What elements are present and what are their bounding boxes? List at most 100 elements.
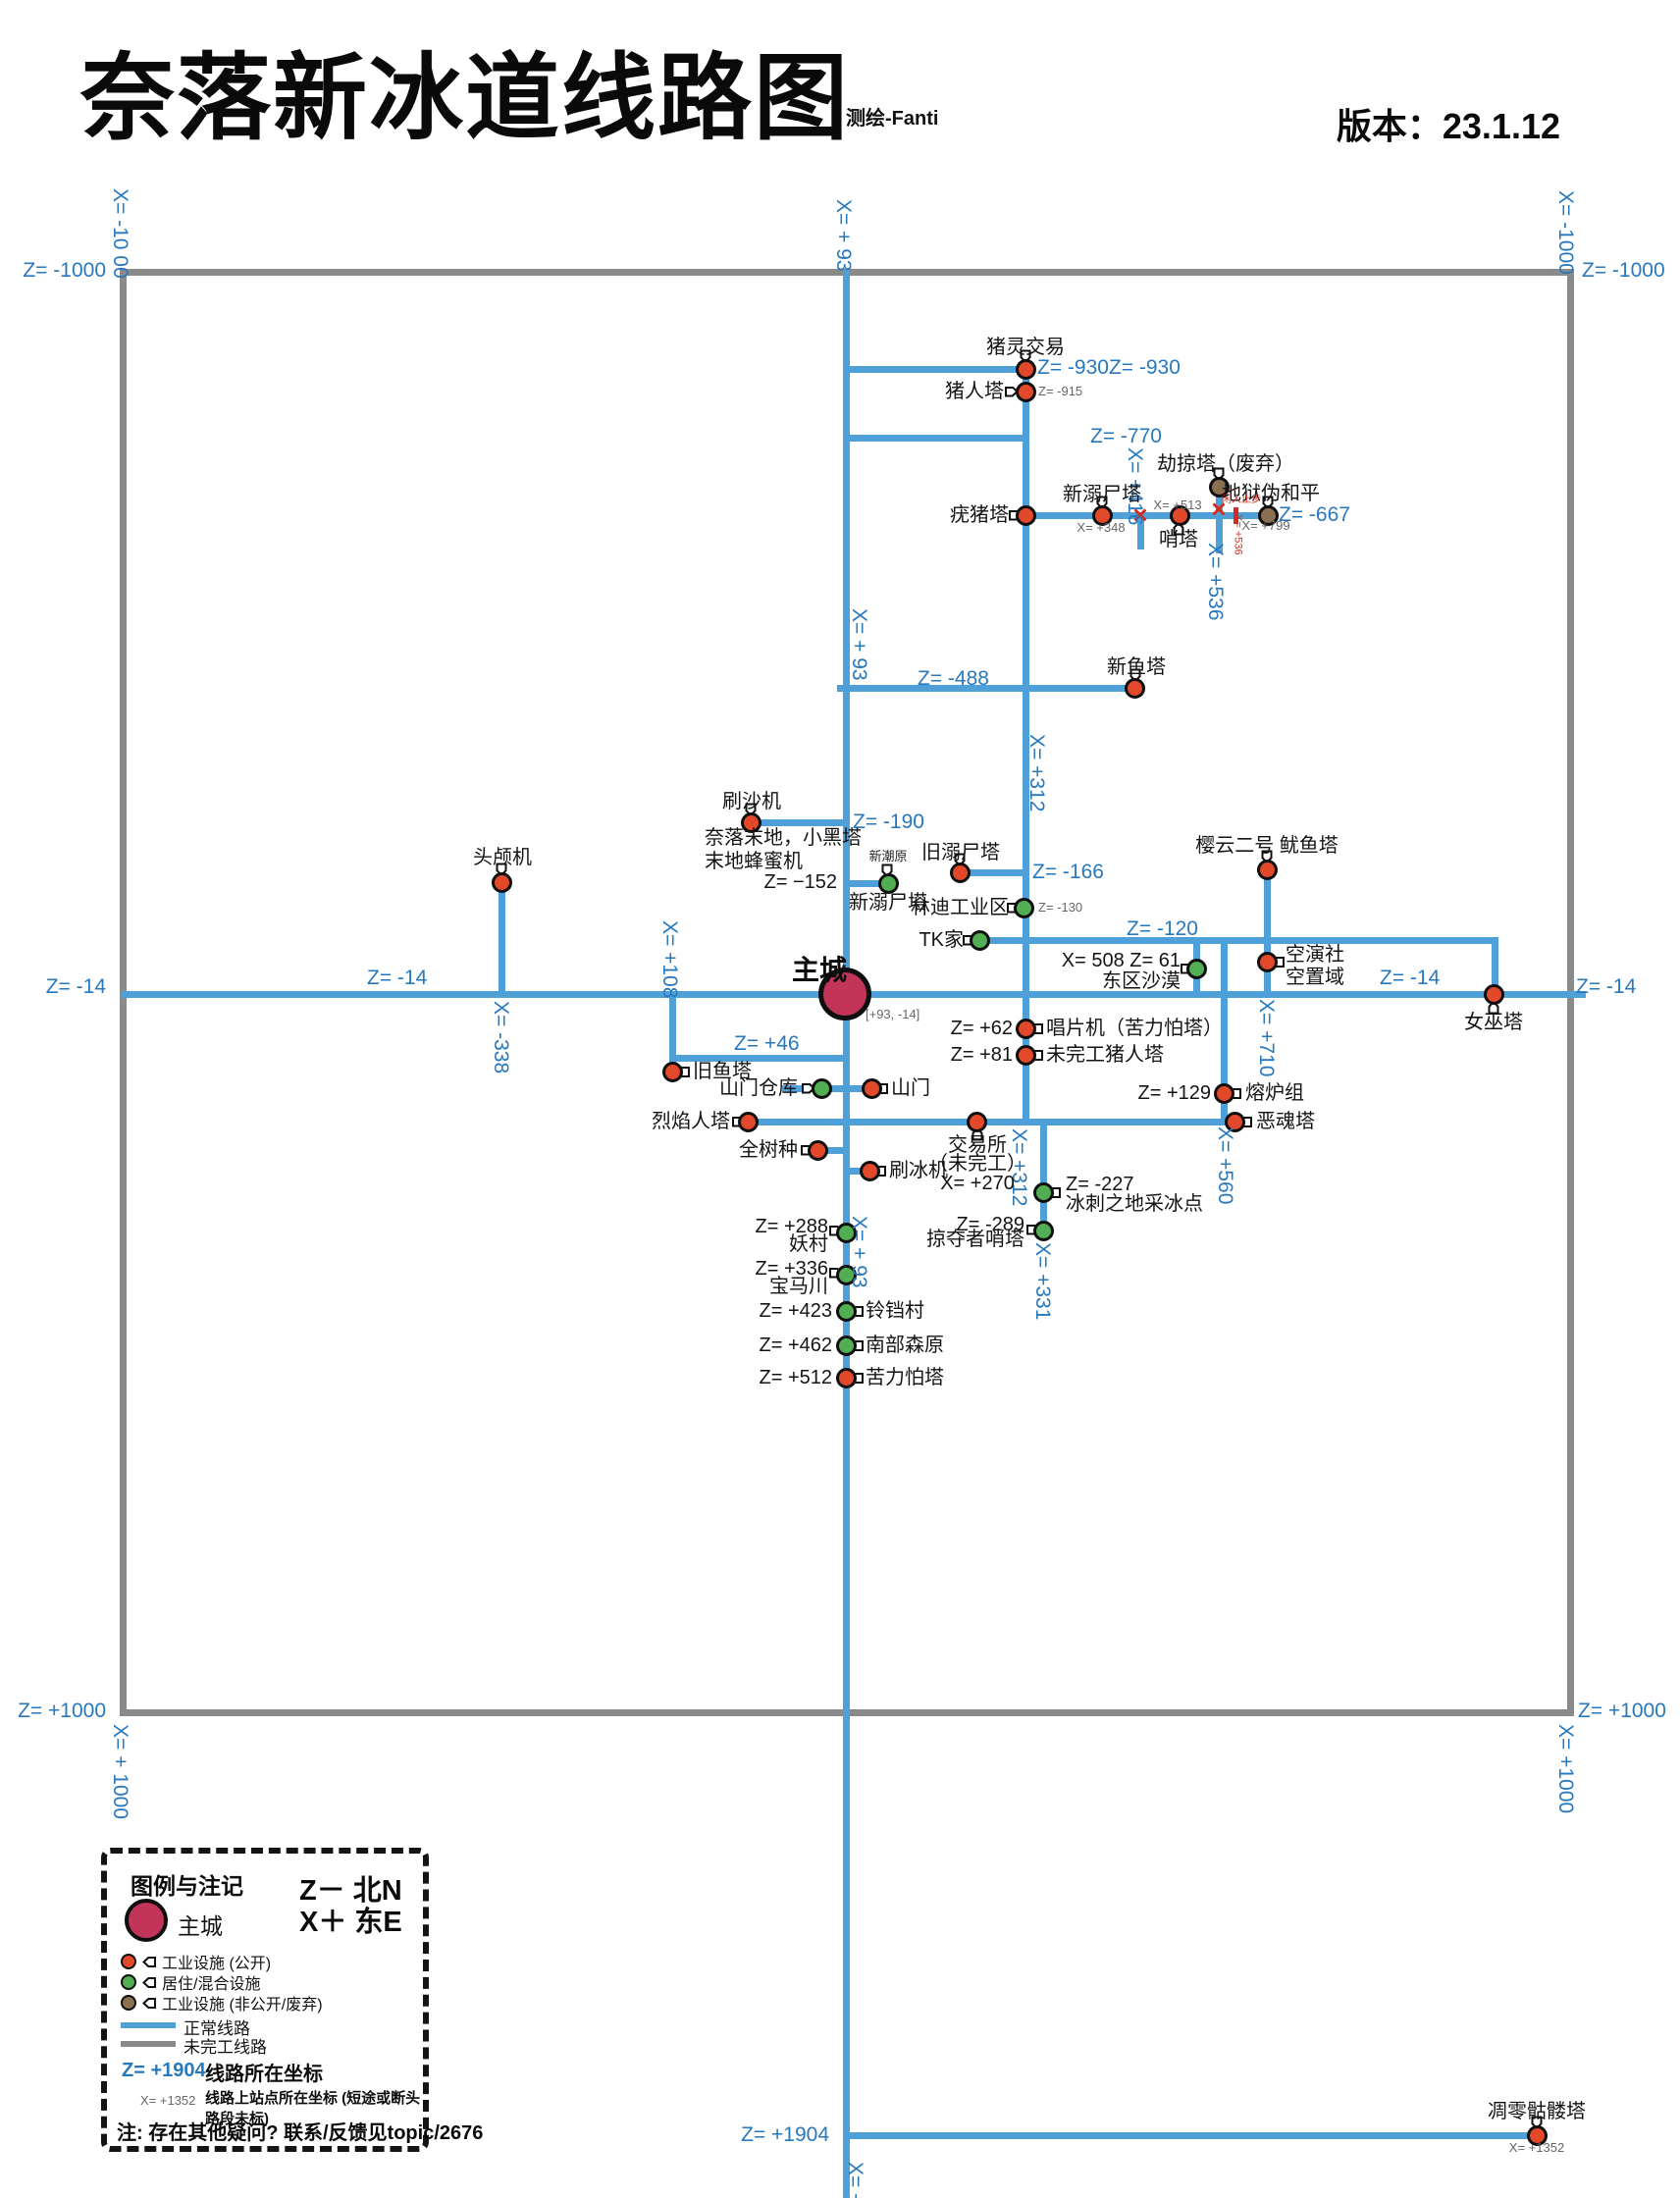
- station-dot: [661, 1061, 683, 1082]
- station-dot: [1185, 958, 1207, 979]
- main-city-dot: [818, 968, 871, 1020]
- map-line: [842, 879, 892, 887]
- map-label: 空置域: [1286, 967, 1344, 988]
- map-line: [668, 990, 676, 1075]
- map-label: TK家: [919, 929, 964, 951]
- map-label: 苦力怕塔: [866, 1367, 944, 1388]
- map-label: X= +799: [1241, 518, 1290, 533]
- map-label: X= +536: [1232, 514, 1244, 555]
- map-label: Z= -14: [1380, 967, 1441, 989]
- station-dot: [835, 1300, 857, 1322]
- map-line: [1263, 865, 1271, 998]
- station-dot: [1013, 897, 1034, 918]
- map-label: 头颅机: [473, 847, 532, 868]
- map-label: Z= -227: [1066, 1174, 1134, 1195]
- station-dot: [966, 1111, 987, 1132]
- map-label: 南部森原: [866, 1334, 944, 1356]
- flag-icon: [142, 1977, 156, 1988]
- map-label: 疣猪塔: [950, 504, 1009, 526]
- compass-north: Z－ 北N: [299, 1875, 402, 1907]
- map-label: 宝马川: [769, 1276, 828, 1297]
- station-dot: [1526, 2124, 1548, 2146]
- legend-box: 图例与注记 主城 Z－ 北N X＋ 东E 工业设施 (公开) 居住/混合设施 工…: [101, 1848, 483, 2152]
- station-dot: [1224, 1111, 1245, 1132]
- station-dot: [1256, 859, 1278, 880]
- map-label: 恶魂塔: [1256, 1111, 1315, 1132]
- map-label: Z= +46: [734, 1032, 800, 1055]
- station-dot: [1015, 381, 1036, 402]
- map-line: [842, 434, 1029, 442]
- map-label: （未完工）: [928, 1153, 1026, 1175]
- map-label: Z= -130: [1038, 900, 1083, 915]
- surveyor-credit: 测绘-Fanti: [846, 108, 939, 130]
- route-tick: [1233, 506, 1238, 524]
- flag-icon: [142, 1957, 156, 1967]
- station-dot: [1015, 504, 1036, 526]
- map-label: 旧鱼塔: [693, 1061, 752, 1082]
- map-label: X= + 93: [844, 2162, 867, 2198]
- map-label: Z= +1000: [18, 1700, 106, 1722]
- map-label: 未完工猪人塔: [1046, 1044, 1164, 1066]
- map-label: Z= +129: [1137, 1082, 1211, 1104]
- station-dot: [859, 1160, 880, 1181]
- station-coord-sample: X= +1352: [140, 2093, 196, 2108]
- station-dot: [1169, 504, 1190, 526]
- map-label: Z= -667: [1279, 503, 1350, 526]
- map-label: 熔炉组: [1245, 1082, 1304, 1104]
- map-label: 猪人塔: [945, 381, 1004, 402]
- map-label: 新潮原: [868, 849, 908, 864]
- map-label: 劫掠塔（废弃）: [1157, 453, 1294, 475]
- route-coord-text: 线路所在坐标: [205, 2064, 323, 2085]
- map-line: [498, 878, 505, 998]
- station-dot: [949, 862, 971, 883]
- map-label: X= +536: [1204, 543, 1228, 621]
- station-dot: [811, 1077, 832, 1099]
- map-line: [668, 1054, 850, 1062]
- map-line: [975, 936, 1498, 944]
- map-label: X= -10 00: [109, 188, 132, 279]
- station-dot: [1091, 504, 1113, 526]
- station-dot: [1124, 677, 1145, 699]
- map-label: X= + 93: [848, 1216, 871, 1288]
- map-line: [1220, 936, 1228, 1125]
- map-label: 刷冰机: [889, 1160, 948, 1181]
- route-coord-sample: Z= +1904: [122, 2060, 206, 2081]
- map-label: 唱片机（苦力怕塔）: [1046, 1018, 1223, 1039]
- station-dot: [740, 811, 761, 833]
- map-label: Z= -1000: [23, 259, 106, 282]
- station-dot: [1483, 983, 1504, 1005]
- legend-note: 注: 存在其他疑问? 联系/反馈见topic/2676: [117, 2122, 484, 2144]
- station-coord-text: 线路上站点所在坐标 (短途或断头路段未标): [205, 2090, 421, 2127]
- map-label: 交易所: [948, 1134, 1007, 1156]
- map-label: X= +331: [1031, 1242, 1055, 1321]
- blocked-crossing-mark: ×: [1132, 499, 1148, 530]
- page-title: 奈落新冰道线路图: [80, 46, 850, 151]
- map-label: 烈焰人塔: [652, 1111, 730, 1132]
- map-label: 妖村: [789, 1233, 828, 1255]
- map-line: [842, 365, 1029, 373]
- map-label: 山门仓库: [719, 1077, 798, 1099]
- map-label: Z= +1000: [1578, 1700, 1666, 1722]
- legend-title: 图例与注记: [131, 1873, 243, 1899]
- map-label: 女巫塔: [1464, 1012, 1523, 1033]
- map-label: 冰刺之地采冰点: [1066, 1193, 1203, 1215]
- legend-item-industrial-private: 工业设施 (非公开/废弃): [121, 1993, 323, 2014]
- map-label: Z= +81: [950, 1044, 1013, 1066]
- compass-east: X＋ 东E: [299, 1907, 402, 1939]
- flag-icon: [142, 1998, 156, 2009]
- map-label: Z= -915: [1038, 384, 1083, 398]
- station-dot: [1213, 1082, 1234, 1104]
- map-label: 刷沙机: [722, 791, 781, 812]
- map-label: 樱云二号 鱿鱼塔: [1195, 835, 1339, 857]
- map-label: Z= -289: [956, 1214, 1024, 1235]
- main-city-legend-dot: [125, 1899, 168, 1942]
- map-label: X= 508 Z= 61: [1061, 950, 1181, 971]
- map-label: X= -1000: [1554, 190, 1578, 275]
- station-dot: [835, 1334, 857, 1356]
- map-label: X= +108: [658, 920, 682, 999]
- flag-icon: [1005, 386, 1019, 397]
- station-dot: [835, 1264, 857, 1285]
- map-label: 猪灵交易: [986, 337, 1065, 358]
- map-line: [1022, 511, 1272, 519]
- station-dot: [1032, 1220, 1054, 1241]
